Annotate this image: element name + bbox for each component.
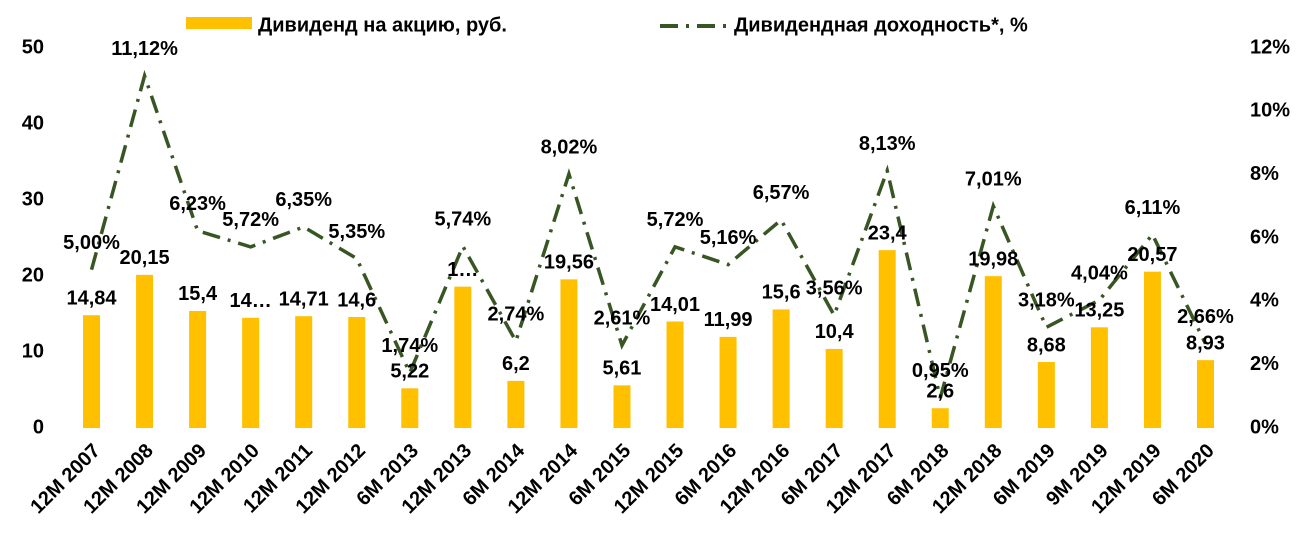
line-value-label: 5,72%	[222, 209, 279, 231]
bar	[1143, 271, 1161, 428]
bar-value-label: 5,61	[603, 358, 642, 380]
bar	[666, 321, 684, 428]
line-value-label: 11,12%	[111, 38, 178, 60]
y-tick-label: 0	[33, 416, 44, 438]
bar	[825, 348, 843, 428]
line-value-label: 2,66%	[1177, 306, 1234, 328]
bar-value-label: 14,6	[337, 289, 376, 311]
y2-tick-label: 2%	[1250, 353, 1279, 375]
bar-value-label: 14,71	[279, 288, 329, 310]
y2-tick-label: 0%	[1250, 416, 1279, 438]
line	[89, 69, 1208, 399]
bar	[984, 276, 1002, 428]
y-tick-label: 30	[22, 188, 44, 210]
bar-value-label: 13,25	[1074, 300, 1124, 322]
y2-tick-label: 12%	[1250, 36, 1290, 58]
bar-value-label: 19,56	[544, 252, 594, 274]
line-value-label: 1,74%	[381, 335, 438, 357]
bar-value-label: 1…	[447, 259, 478, 281]
y2-tick-label: 4%	[1250, 290, 1279, 312]
line-value-label: 5,16%	[700, 227, 757, 249]
bar-value-label: 6,2	[502, 353, 530, 375]
bar-value-label: 8,68	[1027, 334, 1066, 356]
bar-value-label: 15,4	[178, 283, 218, 305]
y-tick-label: 40	[22, 112, 44, 134]
bar	[1090, 327, 1108, 428]
line-value-label: 3,18%	[1018, 290, 1075, 312]
y-tick-label: 10	[22, 340, 44, 362]
line-value-label: 8,02%	[541, 136, 598, 158]
line-value-label: 2,61%	[594, 308, 651, 330]
line-value-label: 6,23%	[169, 193, 226, 215]
y2-tick-label: 6%	[1250, 226, 1279, 248]
bar	[454, 286, 472, 428]
bar-value-label: 20,15	[120, 247, 170, 269]
legend-swatch	[186, 17, 252, 29]
line-value-label: 5,00%	[63, 232, 120, 254]
bar	[560, 279, 578, 428]
bar	[772, 309, 790, 428]
y2-tick-label: 8%	[1250, 163, 1279, 185]
bar-value-label: 23,4	[868, 222, 908, 244]
y-tick-label: 20	[22, 264, 44, 286]
legend-label: Дивиденд на акцию, руб.	[258, 14, 507, 36]
line-value-label: 3,56%	[806, 278, 863, 300]
line-value-label: 6,35%	[275, 189, 332, 211]
line-value-label: 8,13%	[859, 133, 916, 155]
bar	[242, 317, 260, 428]
y2-tick-label: 10%	[1250, 100, 1290, 122]
bar	[83, 315, 101, 428]
bar-value-label: 2,6	[926, 381, 954, 403]
line-value-label: 6,11%	[1125, 197, 1181, 219]
bar-value-label: 14,01	[650, 294, 700, 316]
bar	[878, 250, 896, 428]
bar-value-label: 20,57	[1127, 244, 1177, 266]
bar	[931, 408, 949, 428]
bar-value-label: 19,98	[968, 248, 1018, 270]
bar	[1037, 362, 1055, 428]
bar-value-label: 14…	[230, 290, 272, 312]
line-value-label: 6,57%	[753, 182, 810, 204]
bar	[719, 336, 737, 428]
bar-value-label: 15,6	[762, 282, 801, 304]
bar-value-label: 10,4	[815, 321, 855, 343]
bar	[136, 274, 154, 428]
line-value-label: 5,74%	[434, 209, 491, 231]
bar	[507, 380, 525, 428]
line-value-label: 4,04%	[1071, 262, 1128, 284]
y-tick-label: 50	[22, 36, 44, 58]
bar	[1196, 360, 1214, 428]
line-value-label: 0,95%	[912, 360, 969, 382]
line-value-label: 7,01%	[965, 168, 1022, 190]
bar-value-label: 5,22	[390, 361, 429, 383]
bar-value-label: 14,84	[66, 287, 117, 309]
line-value-label: 5,35%	[328, 221, 385, 243]
legend-label: Дивидендная доходность*, %	[734, 14, 1028, 36]
line-value-label: 2,74%	[488, 304, 545, 326]
bar	[189, 310, 207, 428]
bar	[348, 317, 366, 428]
line-value-label: 5,72%	[647, 209, 704, 231]
bar-value-label: 8,93	[1186, 332, 1225, 354]
bar	[613, 385, 631, 428]
bar	[295, 316, 313, 428]
bar-value-label: 11,99	[704, 309, 753, 331]
bar	[401, 388, 419, 428]
